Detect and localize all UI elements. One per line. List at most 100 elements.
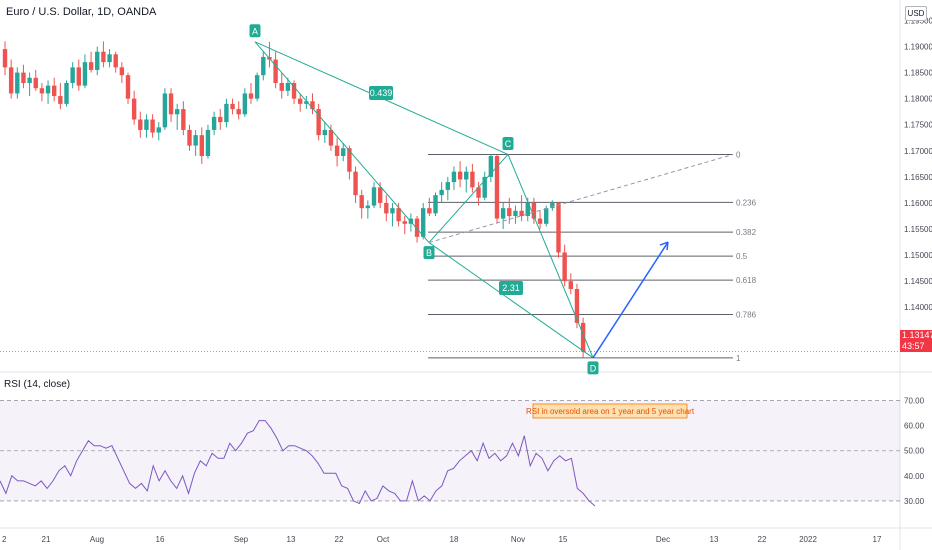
candle-body — [168, 93, 174, 115]
symbol-title[interactable]: Euro / U.S. Dollar, 1D, OANDA — [6, 6, 157, 18]
time-tick-label: 22 — [335, 535, 344, 544]
pattern-point-label: A — [252, 26, 258, 36]
ratio-cd-label-box[interactable] — [499, 281, 523, 295]
rsi-tick-label: 70.00 — [904, 397, 925, 406]
price-tick-label: 1.17500 — [904, 121, 932, 130]
candle-body — [427, 208, 432, 214]
candle-body — [451, 171, 457, 183]
last-price-tag: 1.13147 43:57 — [900, 330, 932, 352]
candle-body — [273, 59, 278, 84]
price-tick-label: 1.15500 — [904, 225, 932, 234]
fib-level-label: 0.618 — [736, 276, 757, 285]
rsi-line — [0, 420, 596, 507]
rsi-background — [0, 400, 900, 502]
candle-body — [556, 202, 561, 253]
time-tick-label: 18 — [450, 535, 459, 544]
candle-body — [224, 103, 229, 123]
candle-body — [27, 77, 32, 84]
candle-body — [45, 85, 51, 94]
candle-body — [76, 67, 81, 86]
candle-body — [131, 98, 137, 120]
candle-body — [464, 171, 469, 180]
harmonic-pattern[interactable]: A B C D 0.439 2.31 — [249, 24, 734, 375]
rsi-tick-label: 40.00 — [904, 472, 925, 481]
price-tick-label: 1.14500 — [904, 277, 932, 286]
candle-body — [162, 93, 168, 128]
ratio-line-bd[interactable] — [428, 242, 594, 359]
candle-body — [414, 218, 420, 237]
candle-body — [341, 148, 346, 157]
pattern-point-badge[interactable] — [423, 246, 435, 260]
candle-body — [58, 96, 63, 104]
leg-ab[interactable] — [254, 41, 430, 243]
pattern-point-label: D — [590, 363, 597, 373]
pattern-point-badge[interactable] — [587, 361, 599, 375]
leg-bc[interactable] — [428, 154, 509, 243]
price-tick-label: 1.16000 — [904, 199, 932, 208]
candle-body — [482, 176, 487, 198]
candle-body — [64, 83, 69, 104]
candle-body — [95, 51, 100, 70]
leg-cd[interactable] — [507, 154, 594, 359]
candle-body — [377, 187, 383, 203]
candle-body — [291, 83, 297, 99]
candle-body — [181, 109, 186, 130]
candle-body — [574, 288, 580, 323]
candle-body — [33, 77, 38, 89]
rsi-note-text: RSI in oversold area on 1 year and 5 yea… — [526, 407, 695, 416]
candle-body — [175, 109, 180, 115]
fib-level-label: 1 — [736, 354, 741, 363]
price-tick-label: 1.17000 — [904, 147, 932, 156]
time-tick-label: 13 — [710, 535, 719, 544]
rsi-tick-label: 60.00 — [904, 422, 925, 431]
candlestick-series — [0, 41, 900, 358]
rsi-note-group[interactable]: RSI in oversold area on 1 year and 5 yea… — [526, 403, 695, 419]
candle-body — [580, 322, 586, 352]
candle-body — [470, 171, 475, 188]
candle-body — [8, 67, 14, 94]
pattern-point-badge[interactable] — [249, 24, 261, 38]
candle-body — [507, 208, 512, 216]
candle-body — [70, 67, 75, 84]
candle-body — [101, 51, 106, 63]
fib-level-label: 0.786 — [736, 311, 757, 320]
candle-body — [82, 62, 88, 86]
candle-body — [119, 67, 125, 76]
candle-body — [138, 119, 143, 130]
candle-body — [248, 93, 254, 99]
rsi-note-box[interactable] — [532, 403, 688, 419]
time-tick-label: 21 — [42, 535, 51, 544]
currency-badge[interactable]: USD — [905, 6, 927, 21]
time-tick-label: 13 — [287, 535, 296, 544]
candle-body — [544, 208, 549, 224]
pattern-point-label: C — [505, 139, 512, 149]
candle-body — [519, 210, 524, 216]
time-tick-label: Nov — [511, 535, 525, 544]
pattern-point-badge[interactable] — [502, 136, 514, 150]
fibonacci-retracement[interactable]: 0 0.236 0.382 0.5 0.618 0.786 1 — [428, 150, 757, 363]
price-tick-label: 1.18500 — [904, 69, 932, 78]
candle-body — [52, 85, 57, 97]
candle-body — [304, 101, 309, 104]
candle-body — [156, 127, 161, 133]
candle-body — [433, 195, 438, 214]
candle-body — [230, 103, 235, 110]
candle-body — [445, 182, 450, 190]
candle-body — [476, 187, 481, 198]
candle-body — [537, 218, 543, 224]
candle-body — [88, 62, 94, 70]
candle-body — [261, 56, 266, 76]
candle-body — [439, 189, 444, 196]
candle-body — [371, 187, 377, 206]
ratio-cd-label: 2.31 — [502, 283, 520, 293]
ratio-ab-label-box[interactable] — [369, 86, 393, 100]
fib-level-label: 0 — [736, 150, 741, 159]
candle-body — [359, 195, 364, 209]
rsi-indicator-label[interactable]: RSI (14, close) — [4, 379, 71, 390]
projection-arrow[interactable] — [592, 241, 669, 359]
candle-body — [334, 145, 340, 157]
candle-body — [285, 83, 291, 91]
candle-body — [279, 83, 284, 91]
candle-body — [144, 119, 149, 130]
